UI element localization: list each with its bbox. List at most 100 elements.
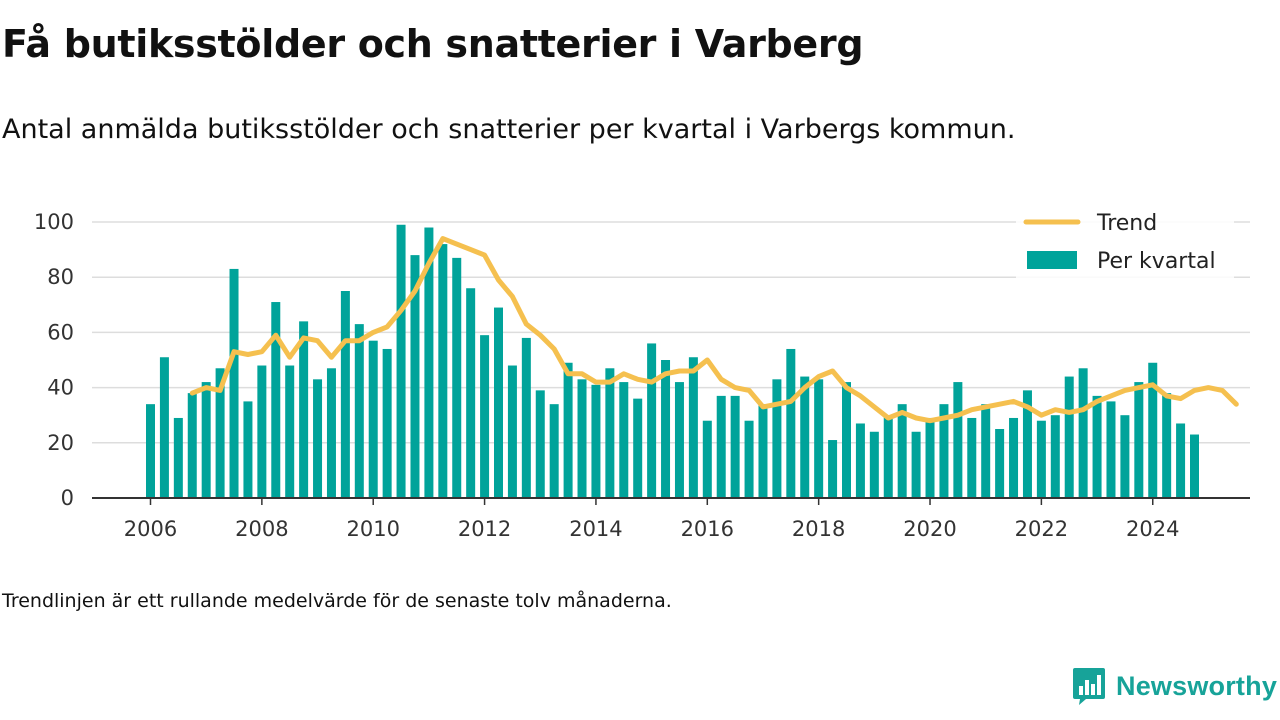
bar [883,415,893,498]
y-tick-label: 60 [47,320,74,344]
bar [396,224,406,498]
bar [535,390,545,498]
bar [382,348,392,498]
line-layer [189,236,1239,424]
bar [925,417,935,498]
bar [619,382,629,498]
bar [981,404,991,498]
bar [995,429,1005,498]
bar [354,324,364,498]
x-tick-label: 2014 [569,517,622,541]
legend-trend-label: Trend [1096,211,1157,236]
chart-svg: 0 20 40 60 80 100 2006 2008 2010 2012 2014 2016 2018… [34,202,1250,541]
bar [1064,376,1074,498]
bar [494,307,503,498]
bar [187,393,197,498]
bar [828,440,838,498]
page-title: Få butiksstölder och snatterier i Varber… [2,22,864,66]
bar [507,365,517,498]
bar [772,379,782,498]
bar [271,302,281,498]
x-tick-label: 2008 [235,517,288,541]
bar [1106,401,1116,498]
bar [1022,390,1032,498]
y-tick-label: 20 [47,431,74,455]
legend: Trend Per kvartal [1016,202,1234,288]
bar [591,384,601,498]
legend-bar-swatch [1027,251,1077,269]
page-subtitle: Antal anmälda butiksstölder och snatteri… [2,114,1016,145]
bar [146,404,155,498]
bar [897,404,907,498]
brand-name: Newsworthy [1116,670,1278,701]
x-tick-label: 2012 [458,517,511,541]
newsworthy-logo-icon [1073,668,1105,705]
chart: 0 20 40 60 80 100 2006 2008 2010 2012 2014 2016 2018… [0,190,1280,550]
bar [1162,393,1172,498]
bar [159,357,169,498]
bar [911,431,921,498]
bar [243,401,253,498]
bar [410,255,420,498]
bar [480,335,490,498]
bar-layer [146,224,1199,498]
bar [702,420,712,498]
bar [842,382,851,498]
y-tick-label: 40 [47,376,74,400]
y-tick-label: 80 [47,265,74,289]
bar [758,404,768,498]
bar [633,398,643,498]
x-tick-label: 2022 [1015,517,1068,541]
footnote: Trendlinjen är ett rullande medelvärde f… [2,590,672,612]
y-tick-label: 100 [34,210,74,234]
bar [1148,362,1158,498]
bar [452,257,462,498]
x-tick-label: 2020 [903,517,956,541]
bar [674,382,684,498]
bar [688,357,698,498]
bar [730,395,740,498]
bar [1176,423,1186,498]
legend-bar-label: Per kvartal [1097,249,1216,274]
bar [1134,382,1144,498]
bar [285,365,295,498]
legend-background [1016,202,1234,288]
bar [340,291,350,498]
bar [549,404,559,498]
x-tick-label: 2018 [792,517,845,541]
bar [605,368,615,498]
bar [438,244,448,498]
bar [1009,417,1019,498]
bar [939,404,949,498]
brand: Newsworthy [1072,664,1277,708]
bar [299,321,309,498]
bar [814,379,824,498]
bar [215,368,225,498]
x-tick-label: 2016 [681,517,734,541]
bar [716,395,726,498]
bar [647,343,657,498]
bar [229,268,239,498]
bar [1190,434,1199,498]
bar [953,382,963,498]
bar [855,423,865,498]
bar [521,337,531,498]
bar [869,431,879,498]
x-tick-label: 2006 [124,517,177,541]
bar [563,362,573,498]
bar [424,227,434,498]
y-tick-label: 0 [61,486,74,510]
bar [257,365,267,498]
bar [368,340,378,498]
bar [786,348,796,498]
x-tick-label: 2024 [1126,517,1179,541]
bar [1036,420,1046,498]
axis-layer: 0 20 40 60 80 100 2006 2008 2010 2012 2014 2016 2018… [34,210,1250,541]
bar [744,420,754,498]
bar [201,382,211,498]
bar [466,288,476,498]
x-tick-label: 2010 [346,517,399,541]
bar [967,417,977,498]
bar [661,360,671,498]
bar [173,417,183,498]
